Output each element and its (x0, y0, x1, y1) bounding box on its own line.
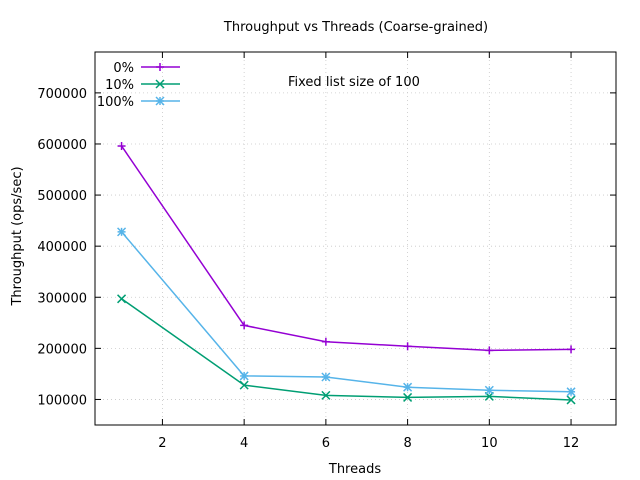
x-tick-label: 4 (240, 436, 248, 451)
y-axis-label: Throughput (ops/sec) (10, 166, 25, 306)
data-point (321, 372, 331, 382)
data-point (117, 142, 126, 151)
series-line (120, 145, 572, 352)
grid (95, 52, 616, 425)
data-point (321, 390, 331, 400)
data-point (239, 371, 249, 381)
legend: 0% 10% 100% (97, 61, 180, 110)
data-point (239, 380, 249, 390)
legend-item: 100% (97, 95, 180, 110)
legend-marker (156, 63, 164, 71)
y-tick-label: 200000 (37, 342, 87, 357)
plot-border (94, 51, 617, 426)
legend-label: 10% (105, 78, 134, 93)
x-tick-label: 8 (403, 436, 411, 451)
y-tick-label: 600000 (37, 138, 87, 153)
data-point (403, 382, 413, 392)
annotation: Fixed list size of 100 (288, 75, 420, 90)
axis-ticks: 2 4 6 8 10 12 100000 200000 300000 400000 500000 60… (37, 52, 616, 451)
series-0 (117, 142, 576, 355)
series-1 (117, 294, 576, 405)
legend-item: 0% (113, 61, 180, 76)
series-line (121, 231, 572, 393)
legend-label: 100% (97, 95, 134, 110)
y-tick-label: 700000 (37, 87, 87, 102)
data-point (117, 294, 127, 304)
legend-marker (155, 96, 165, 106)
y-tick-label: 100000 (37, 393, 87, 408)
data-point (403, 392, 413, 402)
legend-marker (155, 79, 165, 89)
series-2 (117, 227, 576, 397)
x-tick-label: 2 (158, 436, 166, 451)
x-tick-label: 10 (481, 436, 498, 451)
data-point (567, 345, 576, 354)
data-point (485, 346, 494, 355)
legend-item: 10% (105, 78, 180, 93)
data-point (484, 385, 494, 395)
data-point (321, 337, 330, 346)
x-tick-label: 12 (563, 436, 580, 451)
data-point (240, 321, 249, 330)
y-tick-label: 500000 (37, 189, 87, 204)
series-layer (117, 142, 576, 405)
data-point (403, 342, 412, 351)
y-tick-label: 300000 (37, 291, 87, 306)
chart-title: Throughput vs Threads (Coarse-grained) (223, 20, 488, 35)
series-line (121, 298, 572, 401)
x-tick-label: 6 (322, 436, 330, 451)
data-point (566, 387, 576, 397)
y-tick-label: 400000 (37, 240, 87, 255)
legend-label: 0% (113, 61, 134, 76)
data-point (117, 227, 127, 237)
data-point (566, 395, 576, 405)
x-axis-label: Threads (328, 462, 381, 477)
